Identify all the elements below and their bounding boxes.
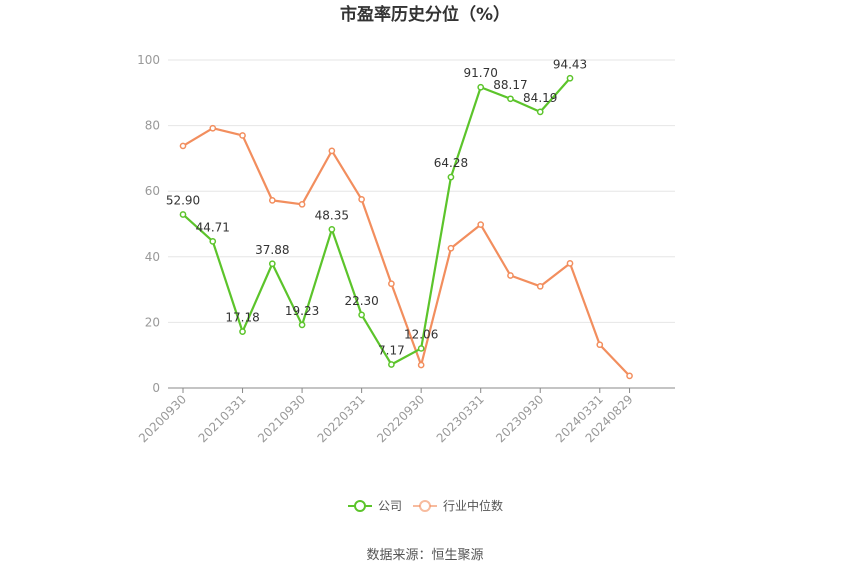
- data-label: 19.23: [285, 304, 319, 318]
- y-tick-label: 0: [152, 381, 160, 395]
- data-point[interactable]: [447, 244, 455, 252]
- data-point[interactable]: [447, 173, 455, 181]
- data-point[interactable]: [268, 260, 276, 268]
- data-point[interactable]: [328, 226, 336, 233]
- data-label: 91.70: [464, 66, 498, 80]
- data-point[interactable]: [179, 211, 187, 218]
- y-tick-label: 40: [145, 250, 160, 264]
- data-point[interactable]: [358, 311, 365, 319]
- source-note: 数据来源：恒生聚源: [366, 548, 483, 563]
- data-point[interactable]: [179, 142, 187, 150]
- data-label: 44.71: [196, 220, 230, 234]
- legend[interactable]: 公司 行业中位数: [348, 498, 503, 513]
- data-label: 37.88: [255, 243, 289, 257]
- data-point[interactable]: [298, 321, 306, 329]
- data-point[interactable]: [417, 345, 425, 352]
- data-label: 64.28: [434, 156, 468, 170]
- data-point[interactable]: [536, 282, 544, 290]
- y-tick-label: 20: [145, 315, 160, 329]
- data-point[interactable]: [209, 238, 217, 245]
- grid-lines: [168, 59, 675, 323]
- data-point[interactable]: [477, 221, 485, 229]
- series-lines: [179, 74, 633, 380]
- data-label: 48.35: [315, 208, 349, 222]
- legend-item-0[interactable]: 公司: [348, 499, 402, 513]
- legend-marker: [419, 500, 431, 512]
- data-point[interactable]: [298, 200, 306, 208]
- data-point[interactable]: [566, 260, 574, 267]
- data-point[interactable]: [507, 272, 514, 279]
- x-tick-label: 20210331: [196, 392, 249, 445]
- data-point[interactable]: [239, 132, 246, 139]
- legend-label: 公司: [378, 499, 402, 513]
- data-label: 88.17: [493, 78, 527, 92]
- data-point[interactable]: [388, 280, 395, 288]
- data-point[interactable]: [239, 328, 246, 335]
- data-point[interactable]: [328, 147, 336, 155]
- x-tick-label: 20220930: [374, 392, 427, 445]
- data-label: 17.18: [225, 311, 259, 325]
- data-point[interactable]: [477, 83, 485, 91]
- y-tick-label: 60: [145, 184, 160, 198]
- data-point[interactable]: [596, 341, 604, 349]
- data-point[interactable]: [507, 95, 514, 103]
- legend-marker: [354, 500, 366, 512]
- data-point[interactable]: [566, 74, 574, 82]
- data-label: 22.30: [344, 294, 378, 308]
- chart-title: 市盈率历史分位（%）: [340, 4, 510, 25]
- data-point[interactable]: [209, 124, 217, 132]
- data-point[interactable]: [536, 108, 544, 116]
- series-line-1: [182, 127, 631, 377]
- data-point[interactable]: [388, 361, 395, 368]
- x-tick-label: 20230331: [434, 392, 487, 445]
- data-point[interactable]: [358, 196, 365, 203]
- data-label: 52.90: [166, 193, 200, 207]
- data-point[interactable]: [417, 361, 425, 369]
- x-tick-label: 20210930: [255, 392, 308, 445]
- x-tick-label: 20230930: [493, 392, 546, 445]
- data-labels: 52.90 44.71 17.18 37.88 19.23 48.35 22.30 7.17 1…: [166, 57, 587, 357]
- y-axis-ticks: 0 20 40 60 80 100: [137, 53, 160, 395]
- legend-item-1[interactable]: 行业中位数: [413, 498, 503, 513]
- x-tick-label: 20220331: [315, 392, 368, 445]
- x-tick-label: 20200930: [136, 392, 189, 445]
- legend-label: 行业中位数: [443, 498, 503, 513]
- data-point[interactable]: [268, 197, 276, 204]
- y-tick-label: 80: [145, 119, 160, 133]
- data-label: 94.43: [553, 57, 587, 71]
- series-line-0: [182, 77, 571, 366]
- x-axis-ticks: 20200930 20210331 20210930 20220331 20220930…: [136, 388, 636, 445]
- y-tick-label: 100: [137, 53, 160, 67]
- data-label: 7.17: [378, 343, 405, 357]
- data-label: 84.19: [523, 91, 557, 105]
- data-point[interactable]: [626, 372, 633, 380]
- data-label: 12.06: [404, 327, 438, 341]
